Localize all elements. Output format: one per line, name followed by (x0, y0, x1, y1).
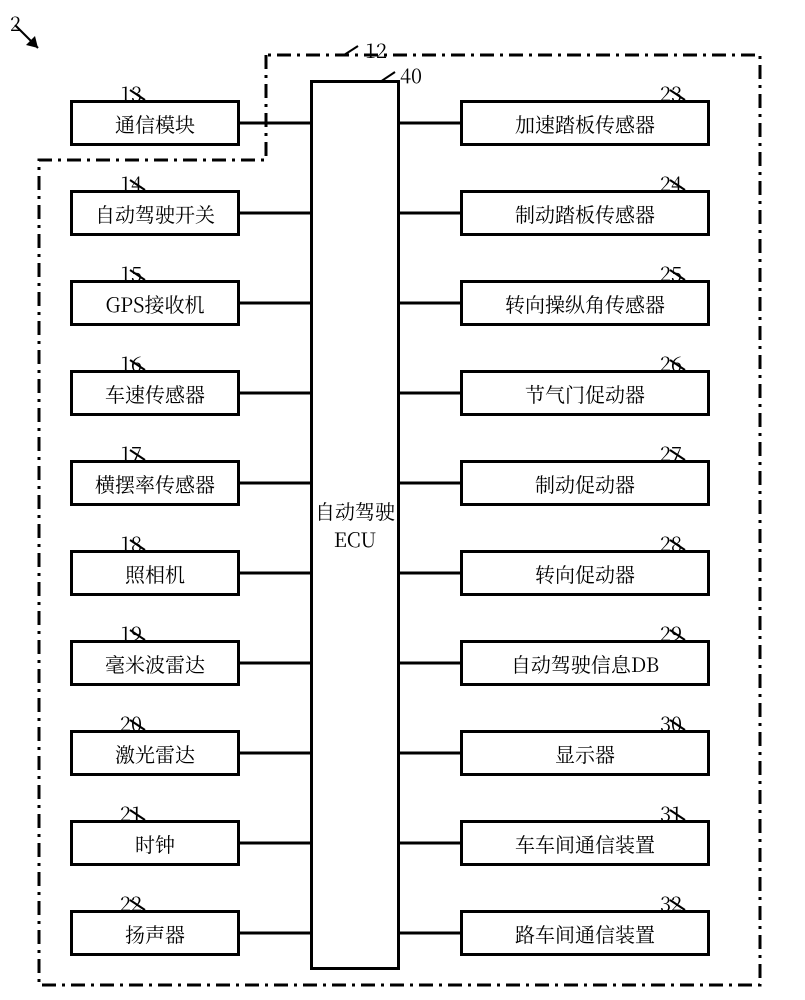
ref-label-17: 17 (120, 438, 142, 467)
ref-label-20: 20 (120, 708, 142, 737)
ref-label-30: 30 (660, 708, 682, 737)
left-box-label: 车速传感器 (105, 379, 205, 408)
central-ecu: 自动驾驶ECU (310, 80, 400, 970)
ref-label-13: 13 (120, 78, 142, 107)
left-box-label: GPS接收机 (106, 289, 205, 318)
ref-label-18: 18 (120, 528, 142, 557)
right-box-label: 转向促动器 (535, 559, 635, 588)
tick-12 (344, 46, 358, 55)
left-box-20: 激光雷达 (70, 730, 240, 776)
ref-label-29: 29 (660, 618, 682, 647)
ref-label-23: 23 (660, 78, 682, 107)
right-box-label: 路车间通信装置 (515, 919, 655, 948)
ref-label-19: 19 (120, 618, 142, 647)
right-box-label: 自动驾驶信息DB (511, 649, 659, 678)
ref-label-40: 40 (400, 60, 422, 89)
right-box-label: 车车间通信装置 (515, 829, 655, 858)
left-box-label: 照相机 (125, 559, 185, 588)
ecu-label-line: 自动驾驶 (315, 497, 395, 525)
ref-label-14: 14 (120, 168, 142, 197)
right-box-label: 转向操纵角传感器 (505, 289, 665, 318)
left-box-label: 通信模块 (115, 109, 195, 138)
ref-label-27: 27 (660, 438, 682, 467)
right-box-label: 制动踏板传感器 (515, 199, 655, 228)
ref-label-16: 16 (120, 348, 142, 377)
left-box-13: 通信模块 (70, 100, 240, 146)
ref-label-31: 31 (660, 798, 682, 827)
right-box-label: 显示器 (555, 739, 615, 768)
ref-label-22: 22 (120, 888, 142, 917)
right-box-label: 制动促动器 (535, 469, 635, 498)
left-box-18: 照相机 (70, 550, 240, 596)
ref-label-2: 2 (10, 8, 21, 37)
ref-label-15: 15 (120, 258, 142, 287)
ref-label-32: 32 (660, 888, 682, 917)
left-box-17: 横摆率传感器 (70, 460, 240, 506)
left-box-16: 车速传感器 (70, 370, 240, 416)
ref-label-21: 21 (120, 798, 142, 827)
ref-label-26: 26 (660, 348, 682, 377)
left-box-14: 自动驾驶开关 (70, 190, 240, 236)
right-box-label: 节气门促动器 (525, 379, 645, 408)
left-box-label: 扬声器 (125, 919, 185, 948)
ref-label-25: 25 (660, 258, 682, 287)
left-box-21: 时钟 (70, 820, 240, 866)
left-box-22: 扬声器 (70, 910, 240, 956)
left-box-15: GPS接收机 (70, 280, 240, 326)
left-box-label: 时钟 (135, 829, 175, 858)
ref-label-28: 28 (660, 528, 682, 557)
ref-label-24: 24 (660, 168, 682, 197)
left-box-label: 横摆率传感器 (95, 469, 215, 498)
ref-label-12: 12 (365, 35, 387, 64)
ecu-label-line: ECU (334, 525, 377, 553)
right-box-label: 加速踏板传感器 (515, 109, 655, 138)
left-box-19: 毫米波雷达 (70, 640, 240, 686)
left-box-label: 毫米波雷达 (105, 649, 205, 678)
left-box-label: 激光雷达 (115, 739, 195, 768)
diagram-stage: 自动驾驶ECU 通信模块自动驾驶开关14 GPS接收机15 车速传感器16 横摆率传感器… (0, 0, 805, 1000)
left-box-label: 自动驾驶开关 (95, 199, 215, 228)
